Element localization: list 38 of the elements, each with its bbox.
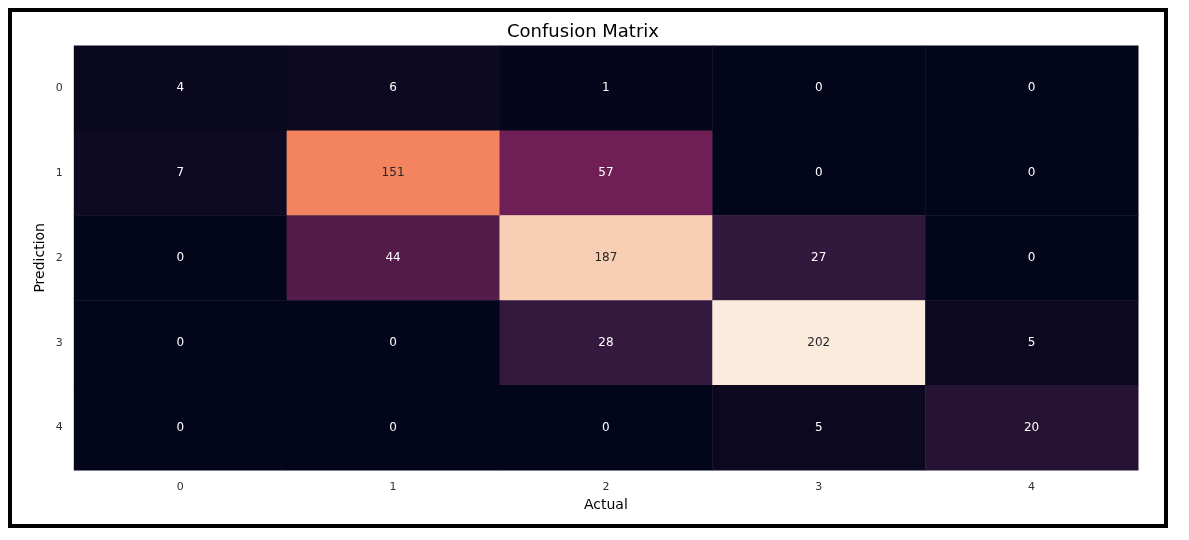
- data-label: 20: [1023, 419, 1040, 434]
- data-label: 0: [1027, 80, 1036, 95]
- y-tick-label: 4: [55, 420, 63, 434]
- x-tick-label: 3: [815, 480, 823, 494]
- data-label: 7: [176, 165, 185, 180]
- data-label: 28: [598, 334, 614, 349]
- x-tick-label: 4: [1028, 480, 1036, 494]
- data-label: 0: [176, 334, 185, 349]
- y-tick-label: 2: [55, 250, 63, 264]
- y-axis-title: Prediction: [31, 223, 48, 293]
- x-tick-label: 1: [389, 480, 397, 494]
- data-label: 187: [594, 249, 618, 264]
- y-tick-label: 3: [55, 335, 63, 349]
- data-label: 5: [814, 419, 823, 434]
- data-label: 1: [602, 80, 610, 95]
- x-tick-label: 2: [602, 480, 610, 494]
- y-tick-label: 0: [55, 80, 63, 94]
- data-label: 0: [389, 334, 397, 349]
- data-label: 4: [176, 80, 185, 95]
- chart-title: Confusion Matrix: [507, 20, 660, 42]
- data-label: 0: [814, 80, 823, 95]
- data-label: 5: [1027, 334, 1036, 349]
- y-tick-label: 1: [55, 165, 63, 179]
- data-label: 0: [602, 419, 610, 434]
- data-label: 0: [389, 419, 397, 434]
- data-label: 0: [176, 249, 185, 264]
- x-axis-title: Actual: [583, 496, 628, 513]
- data-label: 44: [385, 249, 401, 264]
- data-label: 27: [811, 249, 827, 264]
- data-label: 151: [381, 165, 405, 180]
- x-tick-label: 0: [176, 480, 184, 494]
- data-label: 0: [1027, 249, 1036, 264]
- data-label: 0: [1027, 165, 1036, 180]
- data-label: 0: [176, 419, 185, 434]
- data-label: 202: [807, 334, 831, 349]
- data-label: 57: [598, 165, 614, 180]
- data-label: 6: [389, 80, 397, 95]
- data-label: 0: [814, 165, 823, 180]
